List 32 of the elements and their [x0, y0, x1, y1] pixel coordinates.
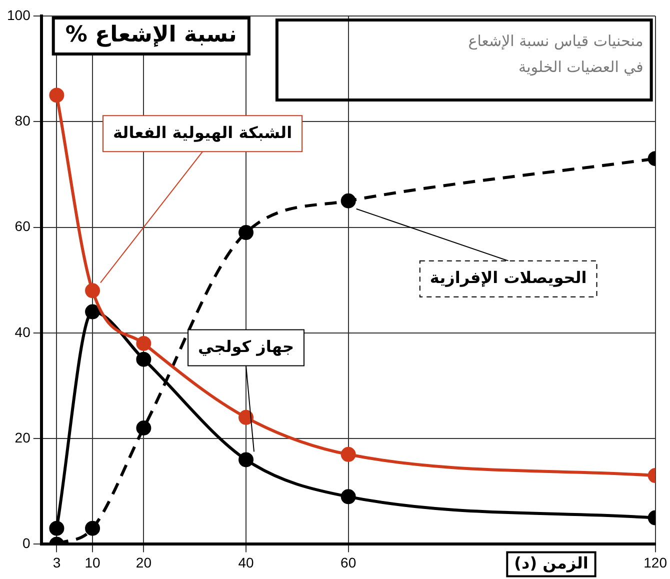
point	[85, 304, 100, 320]
point	[85, 520, 100, 536]
point	[238, 410, 254, 425]
point	[238, 225, 254, 240]
point	[340, 193, 356, 208]
x-tick-label: 20	[136, 554, 152, 570]
x-tick-label: 10	[84, 554, 101, 570]
point	[238, 452, 254, 468]
point	[340, 446, 356, 462]
y-tick-label: 20	[14, 429, 31, 446]
x-tick-label: 3	[52, 554, 61, 570]
y-tick-label: 60	[14, 218, 31, 234]
point	[340, 489, 356, 504]
point	[49, 88, 64, 103]
y-tick-label: 80	[14, 112, 31, 128]
text: الشبكة الهيولية الفعالة	[112, 122, 292, 142]
y-tick-label: 100	[7, 6, 31, 23]
x-tick-label: 60	[340, 554, 356, 570]
x-tick-label: 120	[644, 554, 668, 570]
x-tick-label: 40	[238, 554, 254, 570]
point	[49, 520, 64, 536]
point	[136, 336, 152, 351]
point	[85, 283, 100, 298]
text: منحنيات قياس نسبة الإشعاع في العضيات الخلوية	[468, 32, 644, 76]
y-tick-label: 40	[14, 324, 31, 340]
x-axis-title: الزمن (د)	[514, 553, 588, 572]
y-axis-title: نسبة الإشعاع %	[65, 22, 237, 48]
text: الحويصلات الإفرازية	[430, 268, 587, 288]
y-tick-label: 0	[22, 535, 31, 552]
point	[136, 420, 152, 436]
text: جهاز كولجي	[198, 336, 294, 356]
point	[136, 352, 152, 367]
